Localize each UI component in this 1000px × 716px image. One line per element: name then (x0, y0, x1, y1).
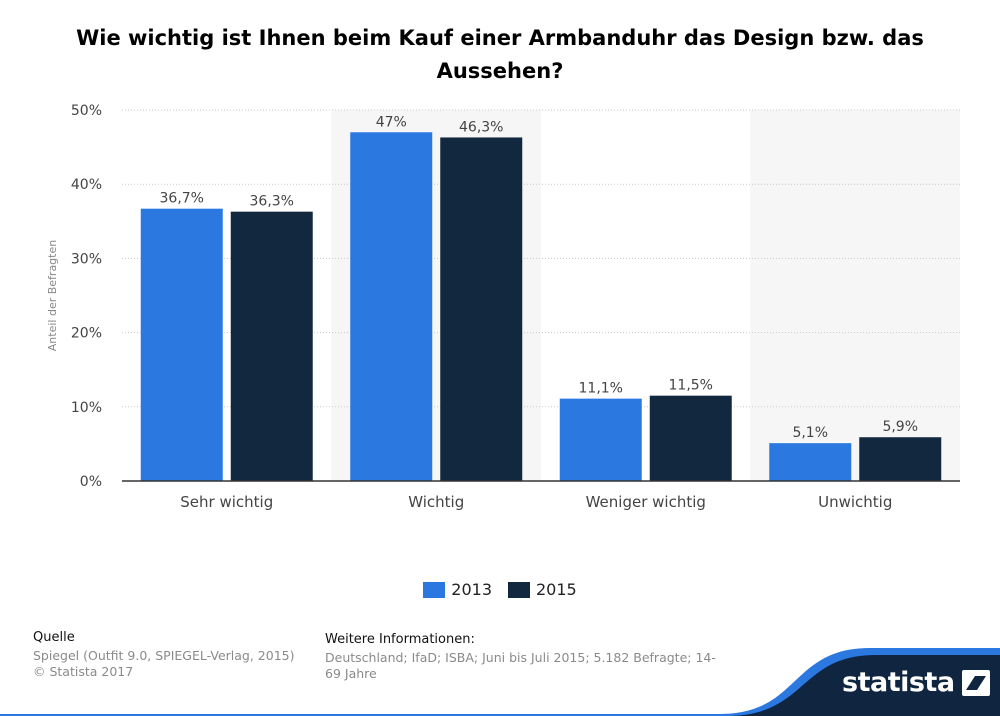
legend-item-2013[interactable]: 2013 (423, 580, 492, 599)
data-label: 11,5% (669, 378, 713, 394)
data-label: 5,9% (882, 419, 918, 435)
data-label: 36,3% (250, 194, 294, 210)
data-label: 47% (376, 114, 407, 130)
y-tick-label: 50% (71, 103, 102, 119)
x-tick-label: Weniger wichtig (586, 493, 706, 511)
legend: 2013 2015 (0, 580, 1000, 599)
source-heading: Quelle (33, 630, 75, 645)
data-label: 5,1% (792, 425, 828, 441)
legend-item-2015[interactable]: 2015 (508, 580, 577, 599)
source-line: Spiegel (Outfit 9.0, SPIEGEL-Verlag, 201… (33, 648, 295, 663)
copyright-line: © Statista 2017 (33, 664, 134, 679)
bar-2013-1 (350, 132, 433, 481)
x-tick-label: Wichtig (408, 493, 464, 511)
info-text: Deutschland; IfaD; ISBA; Juni bis Juli 2… (325, 650, 716, 681)
statista-logo-icon (961, 669, 990, 696)
statista-wordmark: statista (842, 667, 955, 698)
legend-label-2013: 2013 (451, 580, 492, 599)
statista-logo[interactable]: statista (842, 667, 990, 698)
data-label: 46,3% (459, 119, 503, 135)
chart-title: Wie wichtig ist Ihnen beim Kauf einer Ar… (76, 26, 924, 83)
category-band-3 (750, 110, 960, 481)
bar-2015-1 (440, 137, 523, 482)
y-tick-label: 30% (71, 251, 102, 267)
bar-2013-3 (769, 443, 852, 481)
bar-2015-0 (230, 211, 313, 482)
y-tick-label: 10% (71, 400, 102, 416)
info-heading: Weitere Informationen: (325, 632, 475, 647)
y-axis-label: Anteil der Befragten (46, 240, 59, 351)
bar-2013-2 (559, 398, 642, 481)
legend-swatch-2013 (423, 581, 446, 598)
y-tick-label: 0% (80, 474, 102, 490)
bar-2015-3 (859, 437, 942, 481)
legend-swatch-2015 (508, 581, 530, 598)
x-tick-label: Sehr wichtig (180, 493, 273, 511)
data-label: 36,7% (160, 191, 204, 207)
info-block: Weitere Informationen: Deutschland; IfaD… (325, 632, 725, 682)
y-tick-label: 40% (71, 177, 102, 193)
data-label: 11,1% (579, 381, 623, 397)
footer-band (0, 648, 1000, 716)
bar-2013-0 (140, 208, 223, 481)
x-tick-label: Unwichtig (818, 493, 892, 511)
bar-chart: 0% 10% 20% 30% 40% 50% Anteil der Befragten 36,… (46, 103, 960, 511)
y-tick-label: 20% (71, 326, 102, 342)
legend-label-2015: 2015 (536, 580, 577, 599)
bar-2015-2 (649, 395, 732, 481)
footer-dark-shape (726, 655, 1000, 716)
source-block: Quelle Spiegel (Outfit 9.0, SPIEGEL-Verl… (33, 630, 295, 680)
